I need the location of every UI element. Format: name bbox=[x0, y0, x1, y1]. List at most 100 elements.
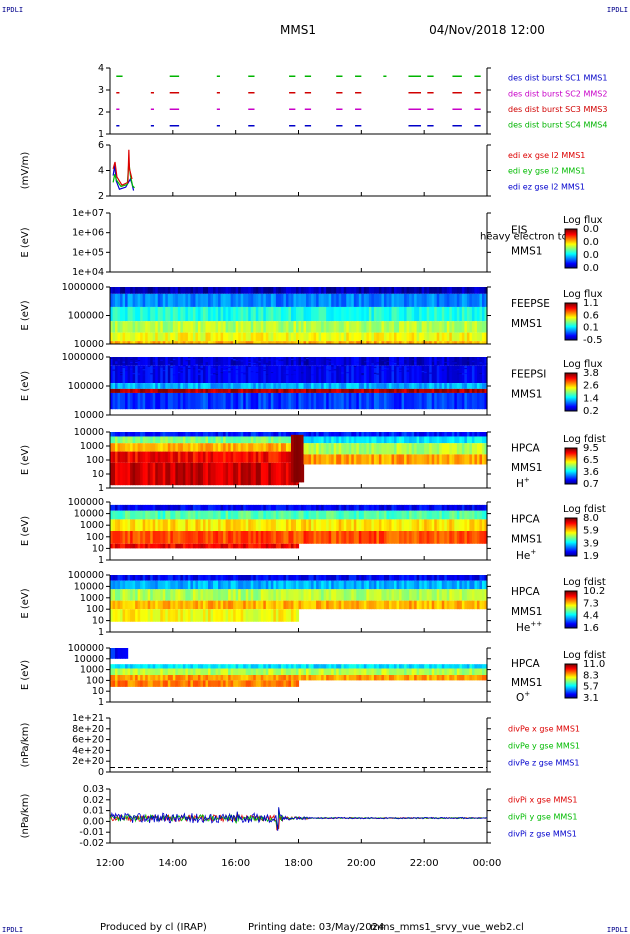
heatmap-cell bbox=[459, 443, 463, 455]
heatmap-cell bbox=[140, 510, 144, 520]
colorbar-step bbox=[565, 554, 577, 556]
hpca_h-colorbar bbox=[565, 448, 577, 485]
heatmap-cell bbox=[441, 392, 445, 410]
heatmap-cell bbox=[233, 321, 237, 333]
heatmap-cell bbox=[165, 580, 169, 590]
heatmap-cell bbox=[233, 580, 237, 590]
heatmap-cell bbox=[394, 365, 398, 384]
heatmap-cell bbox=[466, 531, 471, 544]
heatmap-cell bbox=[331, 363, 335, 365]
heatmap-cell bbox=[321, 321, 325, 333]
heatmap-cell bbox=[157, 436, 161, 444]
heatmap-cell bbox=[451, 504, 455, 511]
heatmap-cell bbox=[461, 454, 465, 465]
des_dist_burst-y-tick-label: 1 bbox=[98, 129, 104, 140]
heatmap-cell bbox=[278, 287, 282, 294]
heatmap-cell bbox=[343, 664, 347, 669]
colorbar-step bbox=[565, 529, 577, 531]
heatmap-cell bbox=[356, 332, 360, 342]
heatmap-cell bbox=[353, 504, 357, 511]
heatmap-cell bbox=[112, 589, 116, 601]
heatmap-cell bbox=[200, 451, 204, 463]
heatmap-cell bbox=[142, 383, 146, 389]
heatmap-cell bbox=[160, 675, 164, 681]
heatmap-cell bbox=[155, 432, 159, 437]
heatmap-cell bbox=[197, 388, 202, 393]
heatmap-cell bbox=[436, 365, 440, 384]
heatmap-cell bbox=[459, 589, 463, 601]
heatmap-cell bbox=[391, 531, 395, 544]
heatmap-cell bbox=[444, 575, 448, 581]
colorbar-step bbox=[565, 315, 577, 317]
heatmap-cell bbox=[414, 589, 418, 601]
heatmap-cell bbox=[373, 600, 378, 610]
heatmap-cell bbox=[195, 364, 199, 366]
heatmap-cell bbox=[336, 454, 340, 465]
heatmap-cell bbox=[205, 293, 209, 307]
feeps_i-y-tick-label: 10000 bbox=[74, 410, 104, 421]
heatmap-cell bbox=[343, 383, 347, 389]
heatmap-cell bbox=[152, 680, 156, 687]
heatmap-cell bbox=[471, 388, 476, 393]
heatmap-cell bbox=[248, 388, 252, 393]
heatmap-cell bbox=[456, 436, 460, 444]
heatmap-cell bbox=[185, 357, 189, 366]
heatmap-cell bbox=[439, 321, 443, 333]
heatmap-cell bbox=[125, 668, 129, 675]
heatmap-cell bbox=[411, 287, 415, 294]
heatmap-cell bbox=[301, 359, 305, 361]
heatmap-cell bbox=[373, 589, 378, 601]
heatmap-cell bbox=[411, 357, 415, 366]
heatmap-cell bbox=[167, 519, 171, 531]
heatmap-cell bbox=[326, 306, 330, 322]
heatmap-cell bbox=[383, 365, 388, 384]
heatmap-cell bbox=[471, 454, 476, 465]
heatmap-cell bbox=[192, 392, 197, 410]
hpca_he-y-tick-label: 100000 bbox=[68, 497, 104, 508]
heatmap-cell bbox=[306, 432, 310, 437]
heatmap-cell bbox=[157, 462, 161, 486]
heatmap-cell bbox=[381, 321, 385, 333]
heatmap-cell bbox=[120, 371, 124, 373]
heatmap-cell bbox=[293, 531, 297, 544]
heatmap-cell bbox=[172, 668, 176, 675]
heatmap-cell bbox=[170, 668, 174, 675]
heatmap-cell bbox=[449, 306, 453, 322]
heatmap-cell bbox=[137, 519, 141, 531]
hpca_h-colorbar-frame bbox=[564, 447, 578, 485]
heatmap-cell bbox=[351, 600, 355, 610]
heatmap-cell bbox=[313, 668, 317, 675]
heatmap-cell bbox=[223, 373, 227, 375]
heatmap-cell bbox=[464, 332, 468, 342]
heatmap-cell bbox=[225, 664, 229, 669]
heatmap-cell bbox=[175, 668, 179, 675]
heatmap-cell bbox=[311, 321, 315, 333]
heatmap-cell bbox=[353, 443, 357, 455]
heatmap-cell bbox=[434, 531, 438, 544]
heatmap-cell bbox=[409, 675, 413, 681]
heatmap-cell bbox=[356, 589, 360, 601]
heatmap-cell bbox=[228, 664, 232, 669]
heatmap-cell bbox=[110, 388, 114, 393]
heatmap-cell bbox=[311, 589, 315, 601]
heatmap-cell bbox=[208, 462, 212, 486]
heatmap-cell bbox=[152, 360, 156, 362]
heatmap-cell bbox=[258, 609, 262, 622]
heatmap-cell bbox=[288, 436, 292, 444]
heatmap-cell bbox=[127, 332, 131, 342]
heatmap-cell bbox=[318, 383, 322, 389]
heatmap-cell bbox=[112, 543, 116, 549]
heatmap-cell bbox=[371, 368, 375, 370]
colorbar-step bbox=[565, 479, 577, 481]
heatmap-cell bbox=[394, 332, 398, 342]
heatmap-cell bbox=[280, 589, 285, 601]
feeps_e-colorbar-frame bbox=[564, 302, 578, 341]
heatmap-cell bbox=[110, 383, 114, 389]
heatmap-cell bbox=[142, 432, 146, 437]
heatmap-cell bbox=[243, 600, 247, 610]
heatmap-cell bbox=[190, 306, 194, 322]
heatmap-cell bbox=[338, 293, 342, 307]
heatmap-cell bbox=[346, 341, 350, 344]
heatmap-cell bbox=[318, 443, 322, 455]
heatmap-cell bbox=[248, 365, 252, 384]
